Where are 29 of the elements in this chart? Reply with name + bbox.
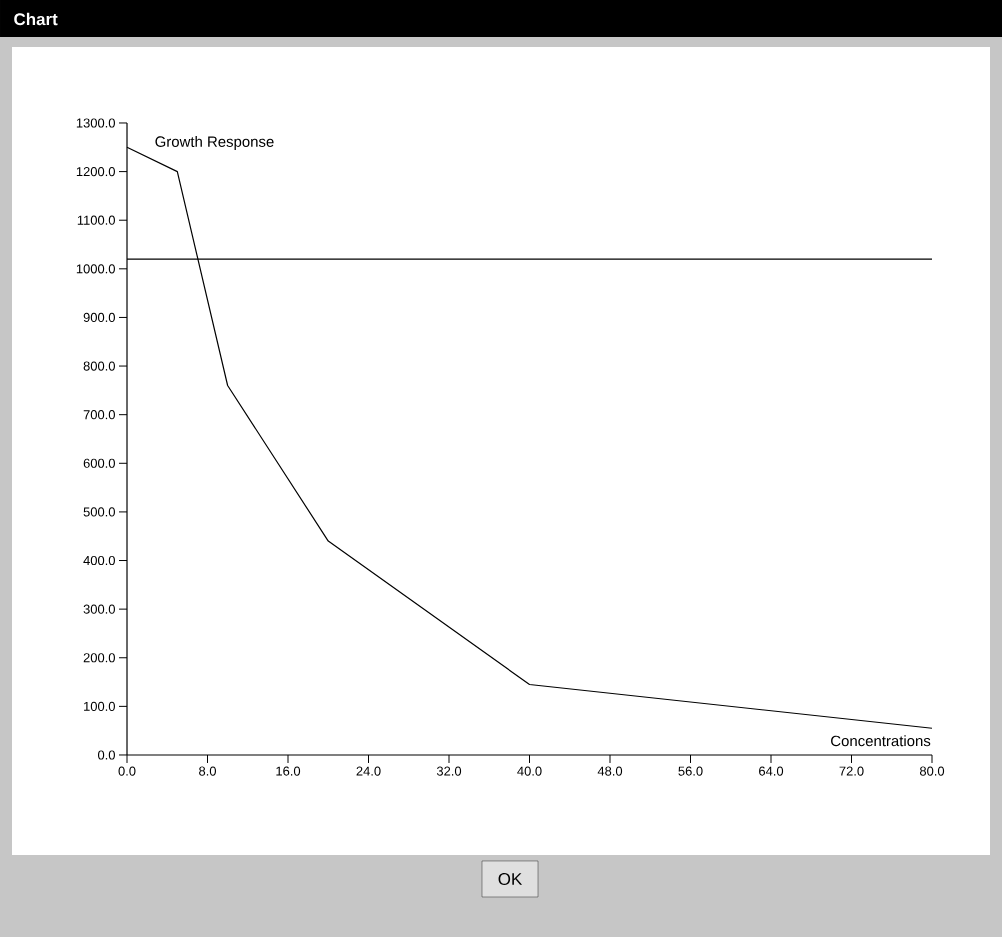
y-tick-label: 300.0 (83, 604, 115, 614)
y-tick-label: 100.0 (84, 701, 115, 711)
y-tick-label: 800.0 (83, 361, 115, 371)
y-tick-label: 1000.0 (76, 264, 115, 274)
x-tick-label: 56.0 (678, 766, 703, 776)
text: OK (498, 872, 523, 885)
x-tick-label: 16.0 (276, 766, 301, 776)
y-axis-title: Growth Response (155, 135, 274, 150)
y-tick-label: 200.0 (83, 653, 115, 663)
y-tick-label: 500.0 (83, 507, 115, 517)
y-tick-label: 1200.0 (76, 167, 115, 177)
x-axis-title: Concentrations (831, 735, 931, 747)
y-tick-label: 1100.0 (77, 215, 115, 225)
y-tick-label: 900.0 (83, 312, 115, 323)
x-tick-label: 0.0 (118, 766, 136, 776)
y-tick-label: 0.0 (97, 750, 115, 760)
y-tick-label: 700.0 (83, 410, 115, 420)
x-tick-label: 80.0 (919, 766, 945, 776)
x-tick-label: 72.0 (839, 766, 864, 776)
x-tick-label: 8.0 (199, 766, 217, 776)
y-tick-label: 400.0 (83, 555, 115, 566)
y-tick-label: 1300.0 (76, 118, 115, 128)
x-tick-label: 40.0 (517, 766, 542, 776)
x-tick-label: 32.0 (436, 766, 462, 776)
x-tick-label: 24.0 (356, 766, 381, 776)
y-tick-label: 600.0 (83, 458, 115, 468)
x-tick-label: 64.0 (759, 766, 784, 776)
chart-title: Chart (14, 12, 58, 26)
x-tick-label: 48.0 (597, 766, 623, 776)
